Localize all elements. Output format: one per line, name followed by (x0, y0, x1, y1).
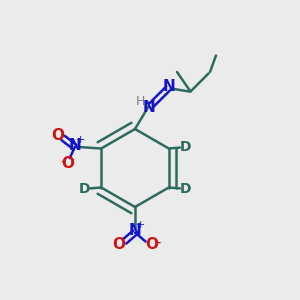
Text: N: N (163, 80, 175, 94)
Text: O: O (62, 156, 75, 171)
Text: D: D (79, 182, 91, 196)
Text: D: D (179, 140, 191, 154)
Text: N: N (143, 100, 156, 116)
Text: N: N (129, 223, 141, 238)
Text: H: H (135, 94, 145, 108)
Text: +: + (136, 220, 145, 230)
Text: -: - (155, 235, 161, 250)
Text: -: - (60, 154, 66, 169)
Text: +: + (76, 135, 86, 146)
Text: D: D (179, 182, 191, 196)
Text: N: N (68, 138, 81, 153)
Text: O: O (112, 237, 125, 252)
Text: O: O (51, 128, 64, 142)
Text: O: O (145, 237, 158, 252)
